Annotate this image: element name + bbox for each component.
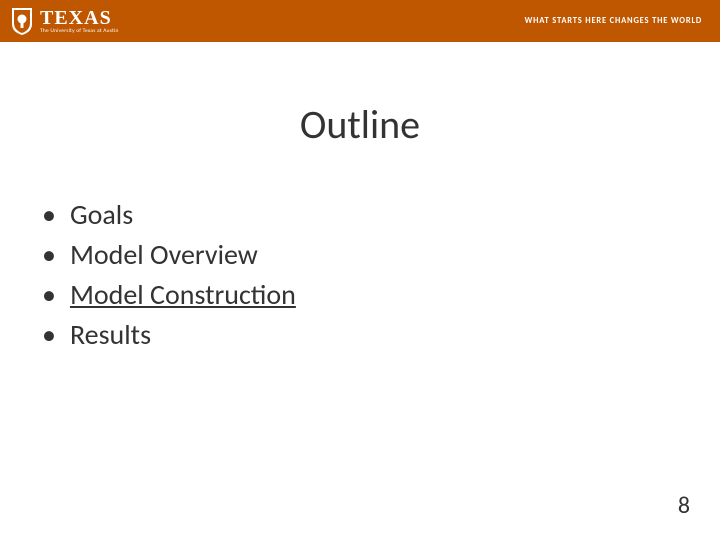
bullet-dot-icon: • (42, 197, 56, 233)
list-item: • Goals (42, 197, 720, 233)
logo-text: TEXAS The University of Texas at Austin (40, 8, 119, 35)
list-item: • Results (42, 317, 720, 353)
logo-block: TEXAS The University of Texas at Austin (10, 6, 119, 36)
bullet-text: Results (70, 317, 151, 353)
slide-title: Outline (0, 100, 720, 149)
bullet-text: Model Overview (70, 237, 258, 273)
bullet-text: Goals (70, 197, 133, 233)
ut-shield-icon (10, 6, 34, 36)
header-bar: TEXAS The University of Texas at Austin … (0, 0, 720, 42)
page-number: 8 (678, 491, 690, 520)
list-item: • Model Construction (42, 277, 720, 313)
bullet-list: • Goals • Model Overview • Model Constru… (42, 197, 720, 353)
logo-sub: The University of Texas at Austin (40, 29, 119, 35)
logo-main: TEXAS (40, 8, 119, 28)
bullet-dot-icon: • (42, 277, 56, 313)
bullet-dot-icon: • (42, 317, 56, 353)
list-item: • Model Overview (42, 237, 720, 273)
bullet-dot-icon: • (42, 237, 56, 273)
tagline: WHAT STARTS HERE CHANGES THE WORLD (525, 16, 702, 26)
bullet-text: Model Construction (70, 277, 296, 313)
